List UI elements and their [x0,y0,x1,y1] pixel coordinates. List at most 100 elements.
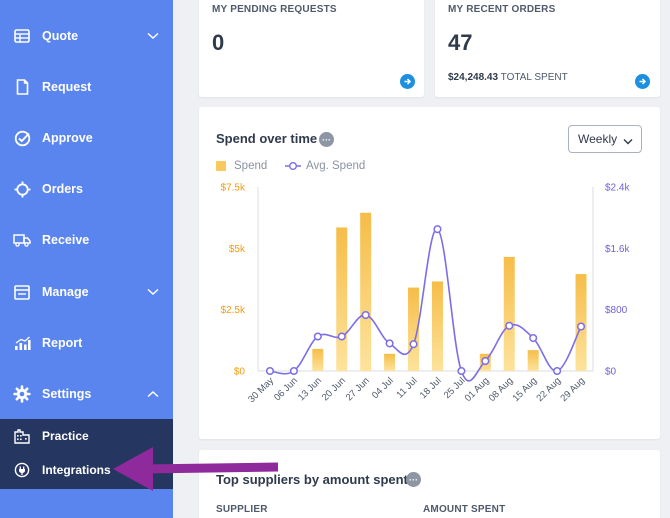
y-tick-label-left: $0 [234,367,246,378]
x-tick-label: 29 Aug [558,375,587,404]
avg-spend-point [409,340,418,349]
bar [527,350,539,371]
sidebar-item-orders[interactable]: Orders [0,169,173,209]
x-tick-label: 18 Jul [418,375,444,401]
info-icon[interactable]: ··· [406,472,421,487]
avg-spend-line [269,228,582,382]
top-suppliers-card: Top suppliers by amount spent ··· SUPPLI… [199,450,660,518]
x-tick-label: 20 Jun [320,375,348,403]
sidebar-item-report[interactable]: Report [0,323,173,363]
total-spent: $24,248.43 TOTAL SPENT [448,72,568,83]
building-icon [13,427,31,445]
chevron-down-icon[interactable] [146,285,160,299]
x-tick-label: 22 Aug [535,375,564,404]
sidebar-item-integrations[interactable]: Integrations [0,453,173,487]
settings-submenu: Practice Integrations [0,419,173,489]
bar-chart-icon [13,334,31,352]
spend-chart: $7.5k$5k$2.5k$0$2.4k$1.6k$800$030 May06 … [221,183,631,406]
recent-orders-card[interactable]: MY RECENT ORDERS 47 $24,248.43 TOTAL SPE… [435,0,660,97]
total-spent-amount: $24,248.43 [448,72,499,83]
sidebar-item-receive[interactable]: Receive [0,220,173,260]
card-title: MY PENDING REQUESTS [212,4,337,15]
avg-spend-point [337,332,346,341]
avg-spend-point [385,339,394,348]
total-spent-label: TOTAL SPENT [500,72,568,83]
sidebar-item-approve[interactable]: Approve [0,118,173,158]
truck-icon [13,231,31,249]
window-icon [13,283,31,301]
check-circle-icon [13,129,31,147]
bar [384,353,396,371]
x-tick-label: 15 Aug [511,375,540,404]
avg-spend-point [505,321,514,330]
info-icon[interactable]: ··· [319,132,334,147]
sidebar-item-label: Manage [42,285,89,299]
y-tick-label-right: $800 [605,305,628,316]
suppliers-title: Top suppliers by amount spent [216,472,408,487]
sidebar-item-label: Receive [42,233,90,247]
pending-requests-card[interactable]: MY PENDING REQUESTS 0 [199,0,424,97]
spend-chart-card: Spend over time ··· Weekly Spend Avg. Sp… [199,107,660,439]
avg-spend-point [529,333,538,343]
avg-spend-point [481,356,490,366]
sidebar-item-label: Quote [42,29,79,43]
avg-spend-point [553,366,562,376]
arrow-right-icon[interactable] [400,74,415,89]
sidebar-item-settings[interactable]: Settings [0,374,173,414]
period-select-value: Weekly [578,132,618,146]
sidebar-item-label: Settings [42,387,92,401]
orders-count: 47 [448,30,473,55]
sidebar: Quote Request Approve Orders Receive Man… [0,0,173,518]
y-tick-label-right: $1.6k [605,244,630,255]
plug-icon [13,461,31,479]
sidebar-item-manage[interactable]: Manage [0,272,173,312]
legend-label: Avg. Spend [306,160,366,172]
table-icon [13,27,31,45]
legend-swatch [216,161,226,171]
legend-line-marker [285,162,301,170]
sidebar-item-practice[interactable]: Practice [0,419,173,453]
column-header-amount[interactable]: AMOUNT SPENT [423,504,506,515]
sidebar-item-label: Practice [42,429,89,443]
period-select[interactable]: Weekly [568,125,642,153]
avg-spend-point [361,310,370,320]
chevron-down-icon[interactable] [146,29,160,43]
avg-spend-point [457,366,466,376]
crosshair-icon [13,180,31,198]
sidebar-item-label: Approve [42,131,93,145]
x-tick-label: 06 Jun [272,375,300,403]
chevron-up-icon[interactable] [146,387,160,401]
gear-icon [13,385,31,403]
sidebar-item-label: Integrations [42,463,111,477]
arrow-right-icon[interactable] [635,74,650,89]
bar [503,256,515,371]
bar [312,348,324,371]
column-header-supplier[interactable]: SUPPLIER [216,504,268,515]
y-tick-label-left: $7.5k [221,183,246,194]
sidebar-item-label: Request [42,80,92,94]
y-tick-label-left: $5k [229,244,246,255]
y-tick-label-right: $0 [605,367,617,378]
pending-count: 0 [212,30,225,55]
avg-spend-point [576,322,586,331]
sidebar-item-label: Report [42,336,83,350]
y-tick-label-left: $2.5k [221,305,246,316]
chevron-down-icon [623,134,633,148]
bar [336,227,348,371]
bar [360,212,372,371]
sidebar-item-quote[interactable]: Quote [0,16,173,56]
sidebar-item-request[interactable]: Request [0,67,173,107]
bar [431,281,443,371]
legend-avg-spend[interactable]: Avg. Spend [285,160,365,172]
x-tick-label: 04 Jul [370,375,396,401]
card-title: MY RECENT ORDERS [448,4,556,15]
x-tick-label: 13 Jun [296,375,324,403]
document-icon [13,78,31,96]
chart-title: Spend over time [216,131,318,146]
avg-spend-point [313,332,322,341]
y-tick-label-right: $2.4k [605,183,630,194]
sidebar-item-label: Orders [42,182,83,196]
avg-spend-point [265,366,275,376]
legend-spend[interactable]: Spend [216,160,267,172]
avg-spend-point [433,225,442,234]
